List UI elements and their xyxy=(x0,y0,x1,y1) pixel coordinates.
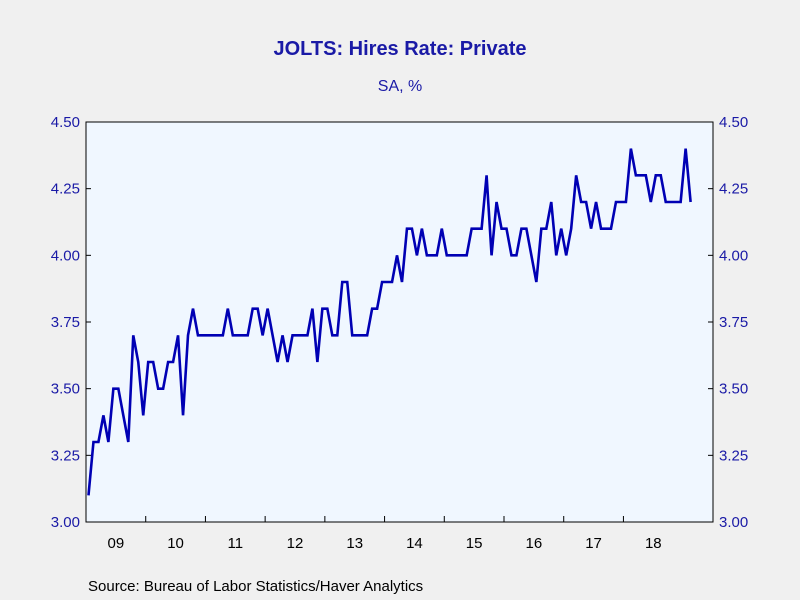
y-axis-right: 3.00 3.25 3.50 3.75 4.00 4.25 4.50 xyxy=(708,114,748,531)
x-tick-label: 18 xyxy=(645,535,662,552)
y-tick-label-right: 4.50 xyxy=(719,114,748,131)
x-tick-label: 13 xyxy=(346,535,363,552)
y-tick-label-right: 3.00 xyxy=(719,514,748,531)
x-tick-label: 09 xyxy=(108,535,125,552)
y-axis-left: 3.00 3.25 3.50 3.75 4.00 4.25 4.50 xyxy=(51,114,91,531)
x-axis: 09 10 11 12 13 14 15 16 17 18 xyxy=(108,516,662,552)
series-line xyxy=(87,148,692,496)
y-tick-label-right: 3.75 xyxy=(719,314,748,331)
y-tick-label-left: 4.00 xyxy=(51,247,80,264)
y-tick-label-left: 3.50 xyxy=(51,381,80,398)
y-tick-label-left: 4.25 xyxy=(51,181,80,198)
plot-area xyxy=(85,121,714,523)
x-tick-label: 14 xyxy=(406,535,423,552)
y-tick-label-right: 4.00 xyxy=(719,247,748,264)
x-tick-label: 16 xyxy=(526,535,543,552)
x-tick-label: 15 xyxy=(466,535,483,552)
y-tick-label-left: 4.50 xyxy=(51,114,80,131)
source-note: Source: Bureau of Labor Statistics/Haver… xyxy=(88,578,424,595)
x-tick-label: 17 xyxy=(585,535,602,552)
chart-title: JOLTS: Hires Rate: Private xyxy=(273,38,527,60)
x-tick-label: 11 xyxy=(227,535,243,552)
y-tick-label-left: 3.00 xyxy=(51,514,80,531)
series-group xyxy=(87,148,692,496)
y-tick-label-left: 3.25 xyxy=(51,447,80,464)
y-tick-label-right: 3.25 xyxy=(719,447,748,464)
y-tick-label-left: 3.75 xyxy=(51,314,80,331)
y-tick-label-right: 4.25 xyxy=(719,181,748,198)
x-tick-label: 12 xyxy=(287,535,304,552)
x-tick-label: 10 xyxy=(167,535,184,552)
chart-subtitle: SA, % xyxy=(377,78,423,95)
y-tick-label-right: 3.50 xyxy=(719,381,748,398)
